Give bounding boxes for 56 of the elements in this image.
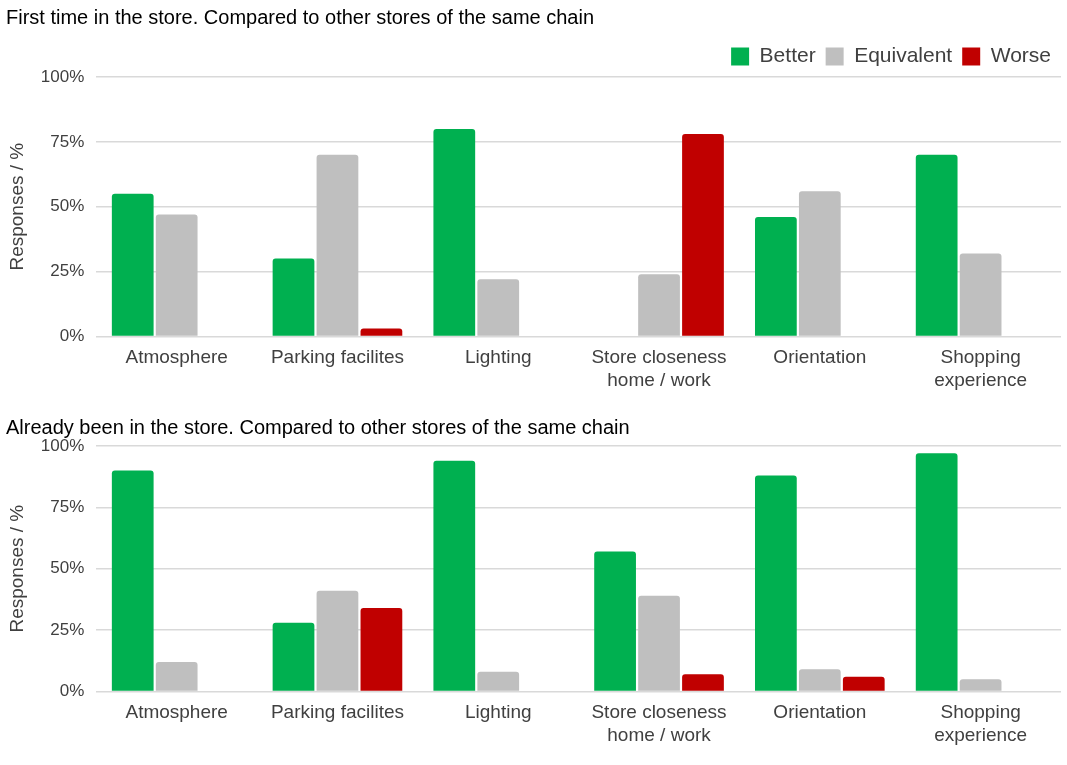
bar	[959, 679, 1002, 691]
bar	[798, 669, 841, 691]
y-tick-label: 75%	[50, 497, 85, 517]
bar	[360, 607, 403, 691]
chart-title: First time in the store. Compared to other stores of the same chain	[6, 5, 595, 28]
x-tick-label: Store closeness home / work	[591, 701, 727, 745]
x-tick-label: Lighting	[464, 346, 532, 368]
y-tick-label: 0%	[59, 681, 85, 701]
x-tick-label: Orientation	[773, 346, 867, 368]
bar	[111, 470, 154, 691]
bar	[155, 214, 198, 336]
bar	[915, 453, 958, 691]
y-tick-label: 25%	[50, 619, 85, 639]
bar	[842, 676, 885, 691]
bar	[155, 661, 198, 691]
bar	[798, 191, 841, 336]
x-tick-label: Orientation	[773, 701, 867, 723]
y-tick-label: 50%	[50, 558, 85, 578]
bar	[755, 475, 797, 691]
bar	[915, 154, 958, 336]
bar	[959, 253, 1002, 336]
bar	[638, 274, 680, 336]
bar	[433, 460, 476, 691]
legend-label: Better	[759, 43, 816, 67]
bar	[316, 154, 359, 336]
x-tick-label: Shopping experience	[934, 346, 1028, 390]
bar	[477, 279, 520, 336]
x-tick-label: Store closeness home / work	[591, 346, 727, 390]
x-tick-label: Parking facilites	[270, 346, 404, 368]
bar	[272, 622, 315, 691]
bar	[316, 590, 359, 691]
bar	[755, 217, 797, 336]
y-tick-label: 25%	[50, 261, 85, 281]
bar	[594, 551, 636, 691]
bar	[682, 674, 724, 691]
legend-label: Equivalent	[854, 43, 953, 67]
bar	[682, 134, 724, 336]
x-tick-label: Atmosphere	[125, 346, 228, 368]
x-tick-label: Atmosphere	[125, 701, 228, 723]
y-tick-label: 50%	[50, 196, 85, 216]
y-axis-title: Responses / %	[5, 142, 27, 271]
legend-label: Worse	[990, 43, 1051, 67]
y-tick-label: 0%	[59, 326, 85, 346]
y-tick-label: 75%	[50, 131, 85, 151]
x-tick-label: Shopping experience	[934, 701, 1028, 745]
x-tick-label: Parking facilites	[270, 701, 404, 723]
bar	[111, 193, 154, 336]
bar	[433, 128, 476, 336]
x-tick-label: Lighting	[464, 701, 532, 723]
bar	[477, 671, 520, 691]
bar	[360, 328, 403, 336]
bar	[638, 595, 680, 691]
y-axis-title: Responses / %	[5, 504, 27, 633]
y-tick-label: 100%	[40, 66, 85, 86]
chart-title: Already been in the store. Compared to other stores of the same chain	[6, 415, 630, 438]
bar	[272, 258, 315, 336]
